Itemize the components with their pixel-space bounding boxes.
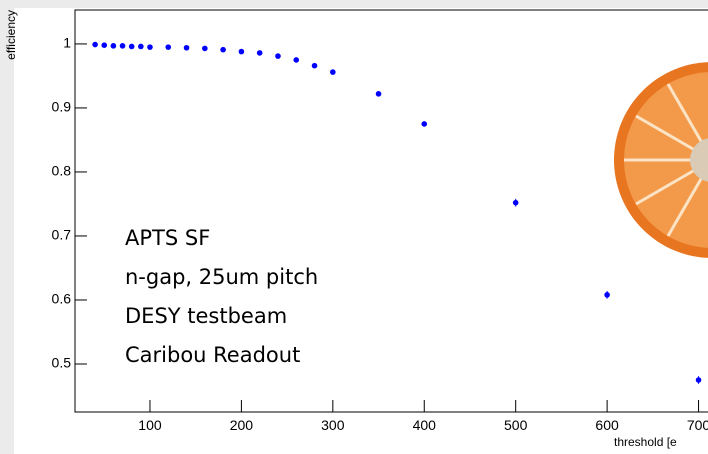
x-tick-label: 200 <box>230 417 254 433</box>
x-tick-label: 100 <box>138 417 162 433</box>
y-tick-label: 0.9 <box>52 99 72 115</box>
point <box>275 53 281 59</box>
point <box>293 57 300 63</box>
y-tick-label: 0.5 <box>52 355 72 371</box>
canvas <box>14 8 708 454</box>
point <box>512 199 519 206</box>
orange-picture <box>614 62 708 258</box>
point <box>138 43 144 50</box>
point <box>330 69 336 75</box>
x-tick-label: 700 <box>687 417 708 433</box>
point <box>238 48 245 55</box>
point <box>110 43 117 49</box>
point <box>421 121 428 127</box>
y-tick-label: 1 <box>63 35 71 51</box>
x-tick-label: 600 <box>595 417 619 433</box>
point <box>695 377 702 383</box>
x-axis-title: threshold [e <box>614 435 677 449</box>
annotation: n-gap, 25um pitch <box>125 265 318 289</box>
frame <box>74 9 708 413</box>
y-tick-label: 0.7 <box>52 227 72 243</box>
y-tick-label: 0.8 <box>52 163 72 179</box>
point <box>256 50 263 56</box>
point <box>165 44 172 50</box>
point <box>101 42 108 49</box>
point <box>183 44 190 51</box>
annotation: APTS SF <box>125 226 210 250</box>
point <box>147 44 153 50</box>
point <box>128 43 135 50</box>
y-tick-label: 0.6 <box>52 291 72 307</box>
point <box>311 62 318 69</box>
point <box>375 91 382 97</box>
annotation: Caribou Readout <box>125 343 300 367</box>
y-axis-title: efficiency <box>4 10 18 60</box>
point <box>604 292 610 298</box>
x-tick-label: 400 <box>413 417 437 433</box>
x-tick-label: 300 <box>321 417 345 433</box>
point <box>119 43 126 49</box>
point <box>92 41 98 48</box>
point <box>220 46 226 53</box>
annotation: DESY testbeam <box>125 304 287 328</box>
x-tick-label: 500 <box>504 417 528 433</box>
point <box>202 45 208 52</box>
